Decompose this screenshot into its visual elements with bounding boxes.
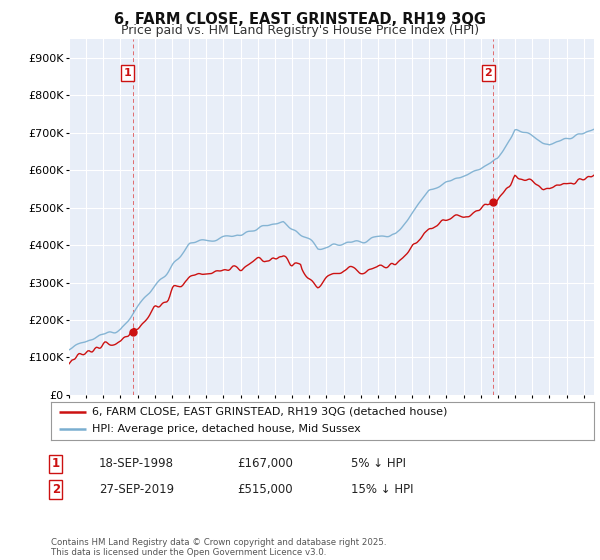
Text: 18-SEP-1998: 18-SEP-1998 <box>99 457 174 470</box>
Text: Price paid vs. HM Land Registry's House Price Index (HPI): Price paid vs. HM Land Registry's House … <box>121 24 479 36</box>
Text: 2: 2 <box>484 68 492 78</box>
Text: HPI: Average price, detached house, Mid Sussex: HPI: Average price, detached house, Mid … <box>92 424 361 435</box>
Text: Contains HM Land Registry data © Crown copyright and database right 2025.
This d: Contains HM Land Registry data © Crown c… <box>51 538 386 557</box>
Text: £167,000: £167,000 <box>237 457 293 470</box>
Text: 1: 1 <box>52 457 60 470</box>
Text: £515,000: £515,000 <box>237 483 293 496</box>
Text: 2: 2 <box>52 483 60 496</box>
Text: 5% ↓ HPI: 5% ↓ HPI <box>351 457 406 470</box>
Text: 6, FARM CLOSE, EAST GRINSTEAD, RH19 3QG (detached house): 6, FARM CLOSE, EAST GRINSTEAD, RH19 3QG … <box>92 407 447 417</box>
Text: 27-SEP-2019: 27-SEP-2019 <box>99 483 174 496</box>
Text: 15% ↓ HPI: 15% ↓ HPI <box>351 483 413 496</box>
Text: 1: 1 <box>124 68 131 78</box>
Text: 6, FARM CLOSE, EAST GRINSTEAD, RH19 3QG: 6, FARM CLOSE, EAST GRINSTEAD, RH19 3QG <box>114 12 486 27</box>
